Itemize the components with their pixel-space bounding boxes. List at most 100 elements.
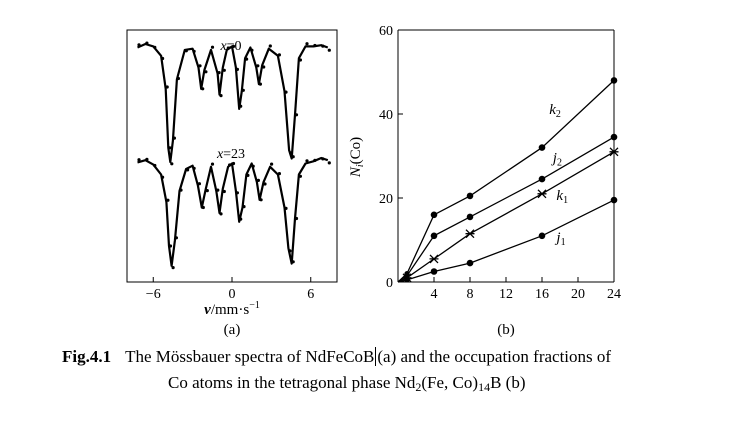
- occupation-panel: 4 8 12 16 20 24 0 20 40 60 k2 j2 k1 j1 Ni(Co) (b): [348, 24, 621, 338]
- point-j1-5: [610, 196, 618, 204]
- panel-a-label: (a): [224, 322, 241, 338]
- spectrum-point: [263, 182, 267, 186]
- spectrum-point: [270, 162, 274, 166]
- spectrum-point: [201, 205, 205, 210]
- spectrum-point: [210, 162, 215, 166]
- spectrum-point: [313, 158, 317, 162]
- ylabel-sub: i: [355, 164, 366, 167]
- caption-text-2a: Co atoms in the tetragonal phase Nd: [168, 373, 416, 392]
- spectrum-point: [231, 44, 236, 49]
- spectrum-point: [294, 113, 299, 117]
- point-j1-1: [404, 277, 410, 283]
- spectrum-point: [245, 57, 249, 61]
- spectrum-point: [241, 88, 245, 92]
- spectrum-point: [168, 244, 173, 248]
- spectrum-point: [284, 90, 288, 94]
- a-xtick-label-1: 0: [229, 287, 236, 302]
- b-ytick-label-1: 20: [379, 192, 393, 207]
- spectrum-point: [186, 168, 190, 172]
- point-k2-2: [430, 211, 438, 219]
- spectrum-point: [231, 161, 236, 166]
- spectrum-x-23: x=23: [137, 147, 331, 270]
- spectrum-point: [226, 46, 230, 50]
- series-label-j2: j2: [551, 150, 562, 168]
- spectrum-point: [242, 205, 246, 209]
- spectrum-point: [219, 212, 223, 216]
- series-label-k2: k2: [549, 102, 561, 120]
- spectrum-point: [321, 44, 325, 48]
- point-j2-2: [430, 232, 438, 240]
- spectrum-point: [219, 94, 223, 98]
- series-label-j1: j1: [554, 230, 565, 248]
- spectrum-point: [259, 198, 263, 202]
- spectrum-point: [298, 58, 302, 62]
- spectrum-point: [137, 43, 141, 47]
- xlabel-unit: /mm·s: [211, 302, 249, 318]
- spectrum-point: [222, 68, 226, 72]
- b-xtick-label-1: 8: [467, 287, 474, 302]
- point-j2-4: [538, 175, 546, 183]
- series-j2: j2: [397, 133, 618, 283]
- spectrum-point: [305, 159, 309, 163]
- point-k1-2: [429, 254, 439, 264]
- spectrum-point: [268, 44, 272, 48]
- caption-text-2c: B (b): [490, 373, 526, 392]
- series-j1: j1: [397, 196, 618, 283]
- panel-b-ticks: 4 8 12 16 20 24 0 20 40 60: [379, 24, 621, 302]
- spectrum-line-x-0: [137, 42, 329, 164]
- spectrum-point: [174, 236, 178, 240]
- spectrum-point: [250, 48, 254, 52]
- spectrum-point: [235, 191, 239, 195]
- spectrum-label-x-23: x=23: [216, 147, 245, 162]
- spectrum-point: [239, 104, 243, 108]
- spectrum-point: [197, 182, 201, 186]
- spectrum-point: [170, 162, 174, 166]
- spectrum-point: [235, 67, 239, 71]
- caption-sub-14: 14: [478, 380, 491, 394]
- ylabel-n: N: [348, 166, 364, 178]
- spectrum-point: [168, 146, 172, 150]
- point-j2-5: [610, 133, 618, 141]
- panel-b-series: k2 j2 k1 j1: [397, 77, 619, 283]
- point-j1-3: [466, 259, 474, 267]
- b-xtick-label-4: 20: [571, 287, 585, 302]
- panel-b-label: (b): [497, 322, 515, 338]
- spectrum-point: [256, 178, 260, 182]
- a-xtick-label-2: 6: [307, 287, 314, 302]
- ylabel-rest: (Co): [348, 137, 364, 165]
- xlabel-velocity-symbol: v: [204, 302, 211, 318]
- caption-text-1: The Mössbauer spectra of NdFeCoB: [125, 347, 375, 366]
- spectrum-point: [161, 175, 165, 179]
- b-xtick-label-3: 16: [535, 287, 549, 302]
- spectrum-point: [192, 166, 196, 170]
- spectrum-point: [165, 85, 169, 89]
- spectrum-point: [192, 49, 196, 54]
- mossbauer-panel: −6 0 6 x=0 x=23 v/mm·s−1 (a): [126, 29, 338, 338]
- figure-number: Fig.4.1: [62, 347, 112, 366]
- caption-text-1-tail: (a) and the occupation fractions of: [377, 347, 612, 366]
- spectrum-point: [239, 217, 243, 221]
- spectrum-point: [294, 216, 299, 221]
- spectrum-point: [184, 49, 188, 53]
- point-j1-4: [538, 232, 546, 240]
- spectrum-point: [145, 41, 149, 45]
- spectrum-point: [262, 65, 266, 69]
- spectrum-point: [246, 173, 250, 177]
- b-ytick-label-0: 0: [386, 276, 393, 291]
- spectrum-point: [256, 64, 260, 68]
- xlabel-exponent: −1: [249, 300, 260, 311]
- series-label-k1: k1: [556, 188, 568, 206]
- point-j2-3: [466, 213, 474, 221]
- spectrum-point: [291, 260, 295, 264]
- panel-a-spectra: x=0 x=23: [137, 39, 331, 270]
- spectrum-point: [145, 157, 149, 161]
- point-k1-5: [609, 147, 619, 157]
- spectrum-point: [201, 87, 205, 91]
- spectrum-x-0: x=0: [137, 39, 331, 166]
- a-xtick-label-0: −6: [146, 287, 161, 302]
- caption-sub-2: 2: [415, 380, 422, 394]
- spectrum-point: [284, 206, 288, 210]
- spectrum-point: [179, 188, 183, 192]
- spectrum-point: [258, 82, 262, 86]
- spectrum-point: [137, 158, 141, 162]
